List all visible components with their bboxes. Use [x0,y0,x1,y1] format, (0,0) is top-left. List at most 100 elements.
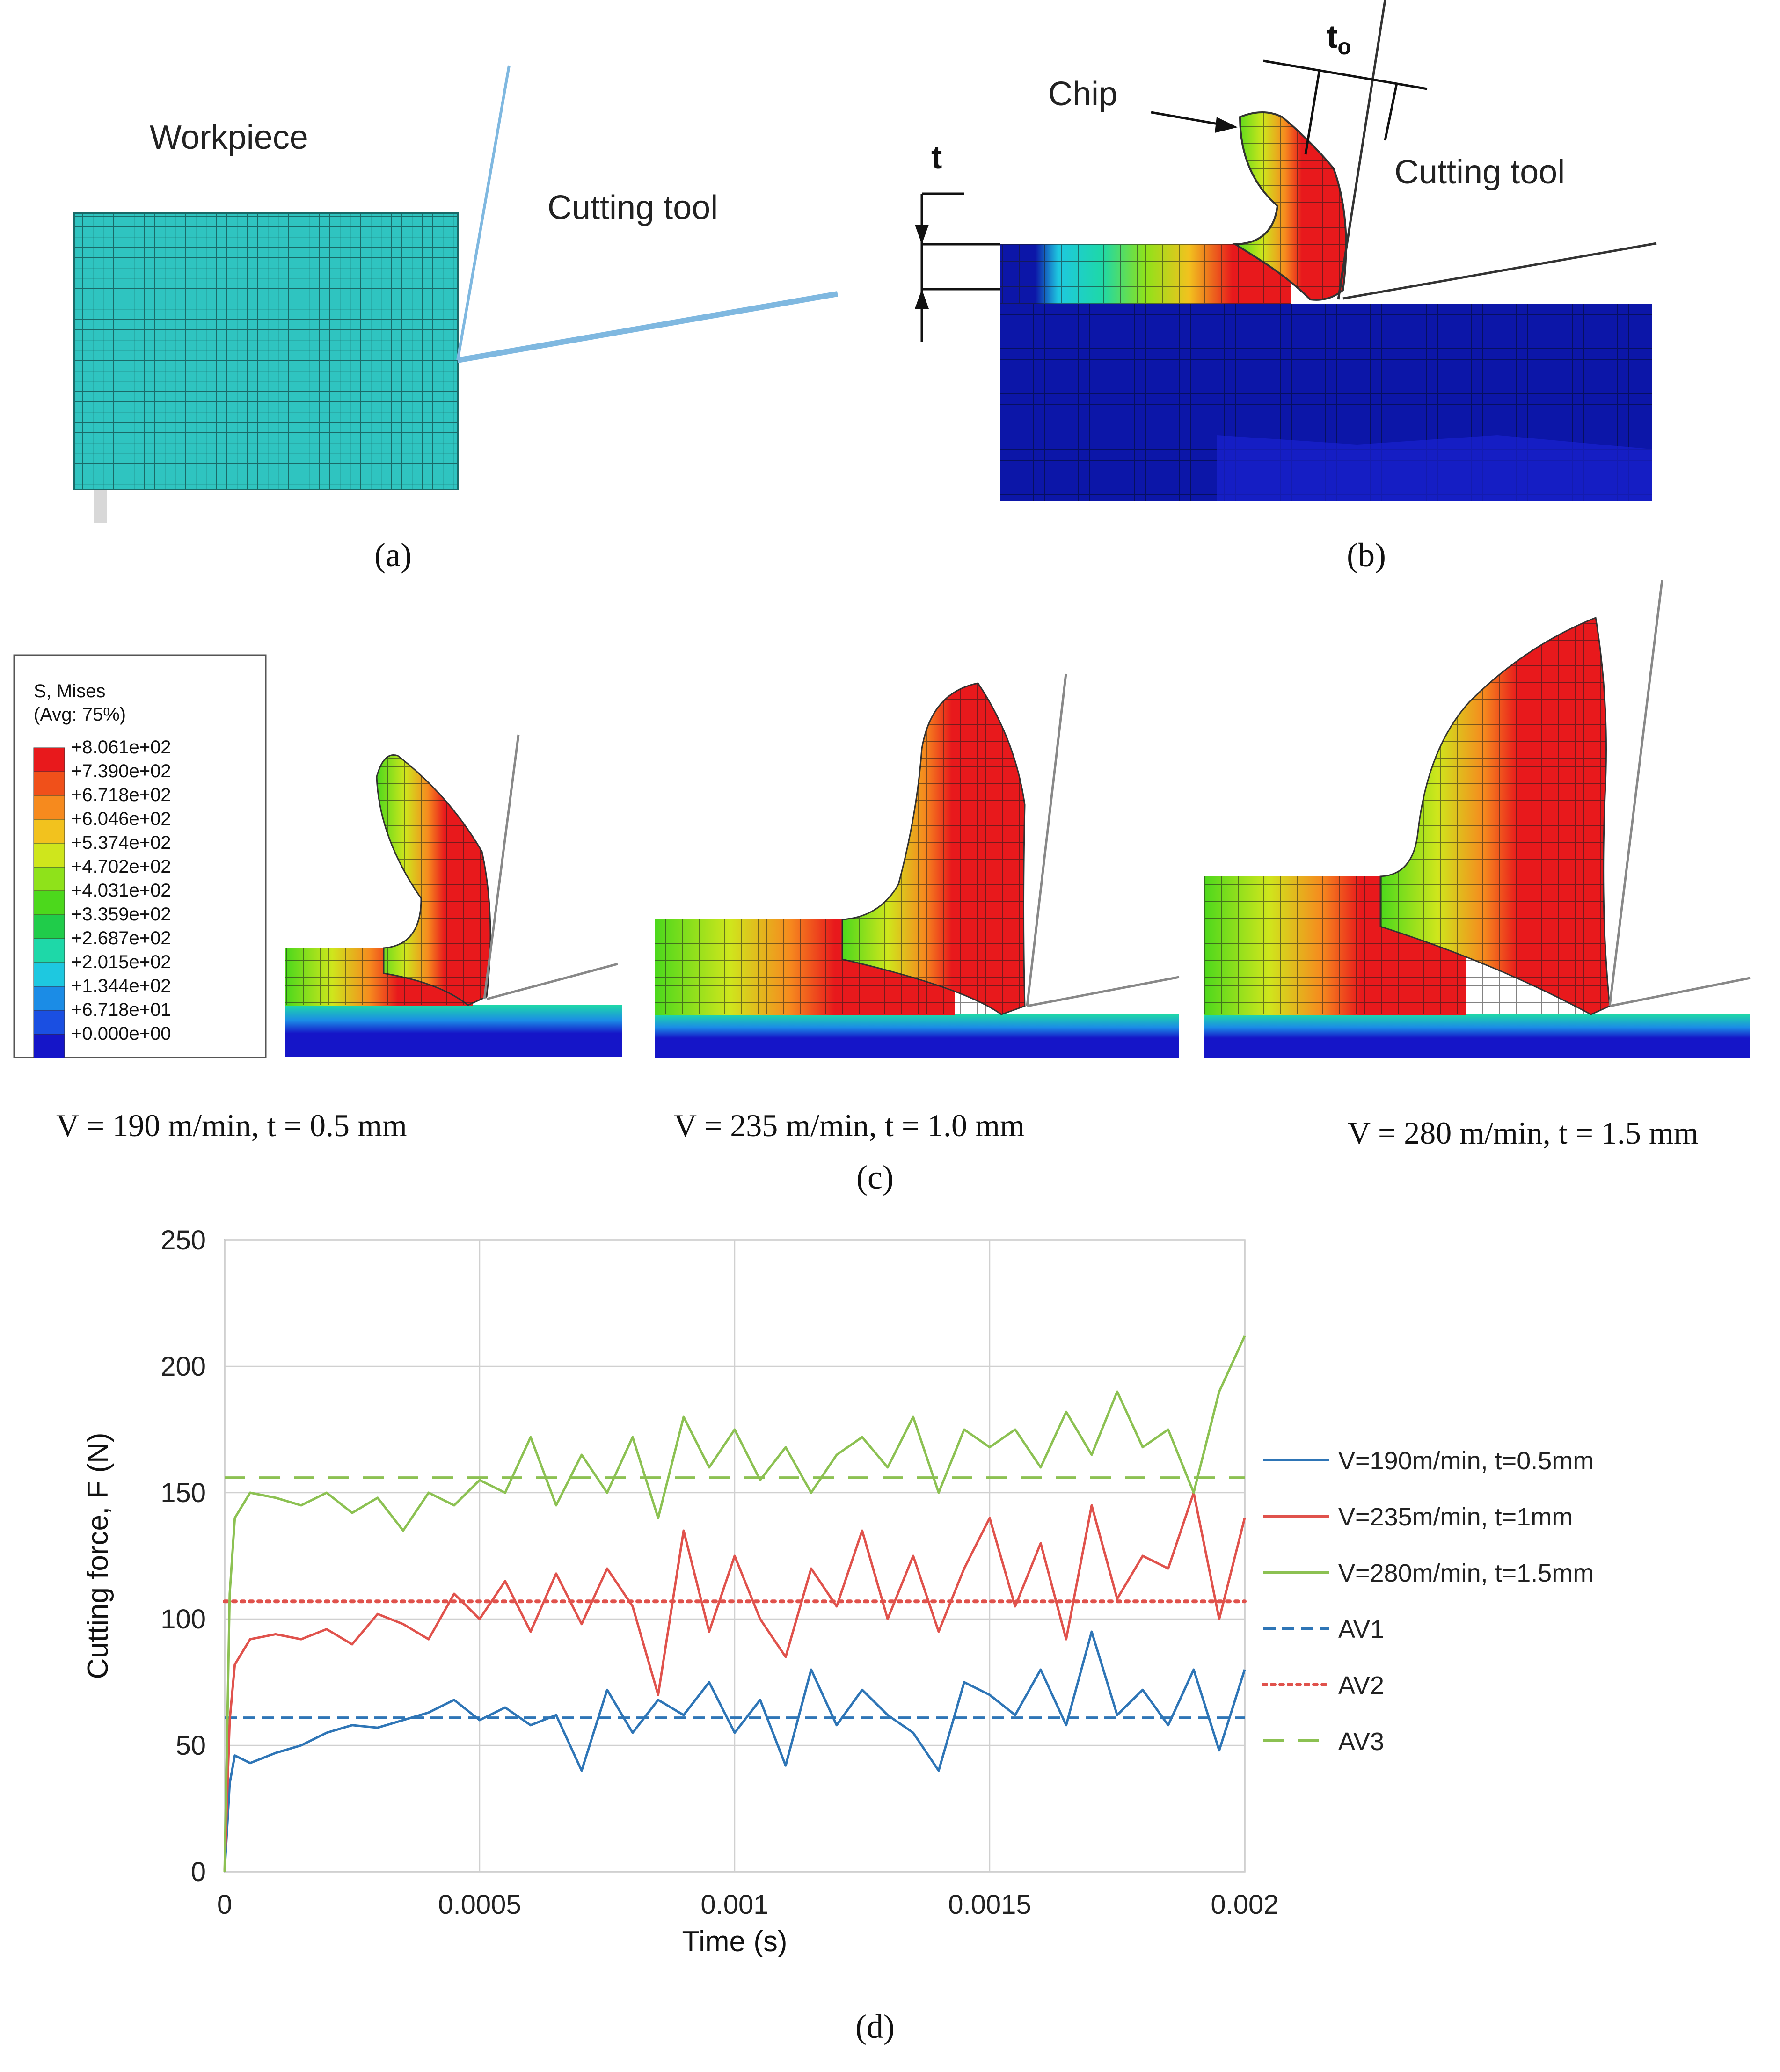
legend-entry-label: V=235m/min, t=1mm [1338,1503,1573,1531]
tool-flank-face [457,291,839,363]
series-line-1 [223,1491,1246,1872]
legend-value: +2.687e+02 [71,928,171,948]
caption-c: (c) [856,1159,894,1196]
legend-entry-label: V=190m/min, t=0.5mm [1338,1447,1594,1475]
y-tick-label: 250 [160,1225,206,1255]
legend-value: +6.718e+02 [71,785,171,805]
legend-swatch [33,890,65,915]
t-dim-arrow-down [915,225,929,244]
legend-value: +0.000e+00 [71,1023,171,1044]
legend-value: +3.359e+02 [71,904,171,925]
x-tick-label: 0.0005 [438,1890,521,1920]
workpiece-label: Workpiece [150,119,308,156]
sim-190-tool-rake [483,734,520,1000]
workpiece-support [94,490,107,523]
sim-190: V = 190 m/min, t = 0.5 mm [56,734,622,1143]
chart-legend: V=190m/min, t=0.5mm V=235m/min, t=1mm V=28… [1262,1447,1594,1756]
legend-value: +4.031e+02 [71,880,171,901]
sim-235-mesh [655,683,1025,1014]
series-lines [223,1335,1247,1872]
condition-label-280: V = 280 m/min, t = 1.5 mm [1348,1115,1699,1151]
legend-swatch [33,795,65,820]
legend-swatch [33,1034,65,1058]
legend-title-1: S, Mises [34,681,105,701]
tool-flank-b [1342,242,1657,300]
legend-entry-label: AV3 [1338,1728,1384,1756]
legend-swatch [33,1010,65,1035]
legend-entry-label: V=280m/min, t=1.5mm [1338,1559,1594,1587]
legend-swatch [33,938,65,963]
legend-value: +8.061e+02 [71,737,171,758]
legend-swatch [33,771,65,796]
chip-b-mesh [1235,112,1346,300]
sim-280-tool-rake [1608,580,1663,1007]
sim-280: V = 280 m/min, t = 1.5 mm [1204,580,1751,1151]
to-label: to [1327,18,1351,59]
x-axis-title: Time (s) [682,1926,788,1958]
legend-swatch [33,962,65,987]
chip-arrow-line [1151,111,1226,127]
sim-280-tool-flank [1609,977,1751,1007]
sim-235-tool-rake [1026,673,1067,1007]
legend-value: +6.718e+01 [71,1000,171,1020]
y-tick-label: 150 [160,1478,206,1508]
to-dim-right [1384,83,1398,141]
caption-d: (d) [855,2008,895,2045]
sim-190-base [285,1005,622,1057]
x-tick-label: 0.0015 [948,1890,1031,1920]
legend-swatch [33,867,65,891]
cutting-tool-label-a: Cutting tool [547,189,718,226]
legend-entry-label: AV2 [1338,1671,1384,1700]
sim-235: V = 235 m/min, t = 1.0 mm [655,673,1180,1143]
legend-swatch [33,819,65,844]
y-tick-label: 0 [191,1857,206,1887]
legend-value: +2.015e+02 [71,952,171,972]
legend-swatches: +8.061e+02 +7.390e+02 +6.718e+02 +6.046e+02… [33,737,171,1058]
workpiece-mesh [73,212,459,490]
legend-swatch [33,843,65,868]
chip-arrow-head [1215,117,1238,133]
panel-b: t to Chip Cutting tool (b) [915,0,1657,574]
legend-title-2: (Avg: 75%) [34,704,126,725]
condition-label-235: V = 235 m/min, t = 1.0 mm [674,1108,1025,1143]
x-tick-label: 0.002 [1211,1890,1278,1920]
legend-value: +4.702e+02 [71,856,171,877]
sim-190-mesh [285,755,490,1005]
sim-235-base [655,1014,1179,1058]
grid-lines [224,1239,1246,1873]
tool-rake-b [1337,0,1386,300]
caption-a: (a) [374,536,412,574]
legend-value: +5.374e+02 [71,832,171,853]
sim-190-tool-flank [486,963,618,1000]
uncut-layer-mesh [1000,244,1291,304]
y-axis-title: Cutting force, F (N) [82,1432,114,1679]
x-tick-label: 0 [217,1890,232,1920]
caption-b: (b) [1347,536,1386,574]
tool-rake-face [456,65,511,361]
y-tick-label: 100 [160,1604,206,1634]
series-line-0 [223,1630,1246,1872]
cutting-tool-label-b: Cutting tool [1394,153,1565,191]
legend-value: +7.390e+02 [71,761,171,781]
legend-value: +1.344e+02 [71,976,171,996]
panel-c: S, Mises (Avg: 75%) +8.061e+02 +7.390e+02… [13,580,1751,1196]
condition-label-190: V = 190 m/min, t = 0.5 mm [56,1108,407,1143]
t-dim-arrow-up [915,289,929,309]
x-tick-label: 0.001 [700,1890,768,1920]
legend-value: +6.046e+02 [71,809,171,829]
base-distorted-mesh [1217,435,1652,501]
legend-swatch [33,747,65,772]
legend-swatch [33,986,65,1011]
to-dim-left [1304,69,1321,155]
sim-235-tool-flank [1027,976,1180,1007]
chip-label: Chip [1048,75,1117,113]
y-tick-labels: 0 50 100 150 200 250 [160,1225,206,1887]
legend-swatch [33,914,65,939]
panel-a: Workpiece Cutting tool (a) [73,65,839,574]
y-tick-label: 200 [160,1351,206,1382]
legend-entry-label: AV1 [1338,1615,1384,1643]
t-label: t [931,139,942,175]
series-line-2 [223,1335,1246,1872]
